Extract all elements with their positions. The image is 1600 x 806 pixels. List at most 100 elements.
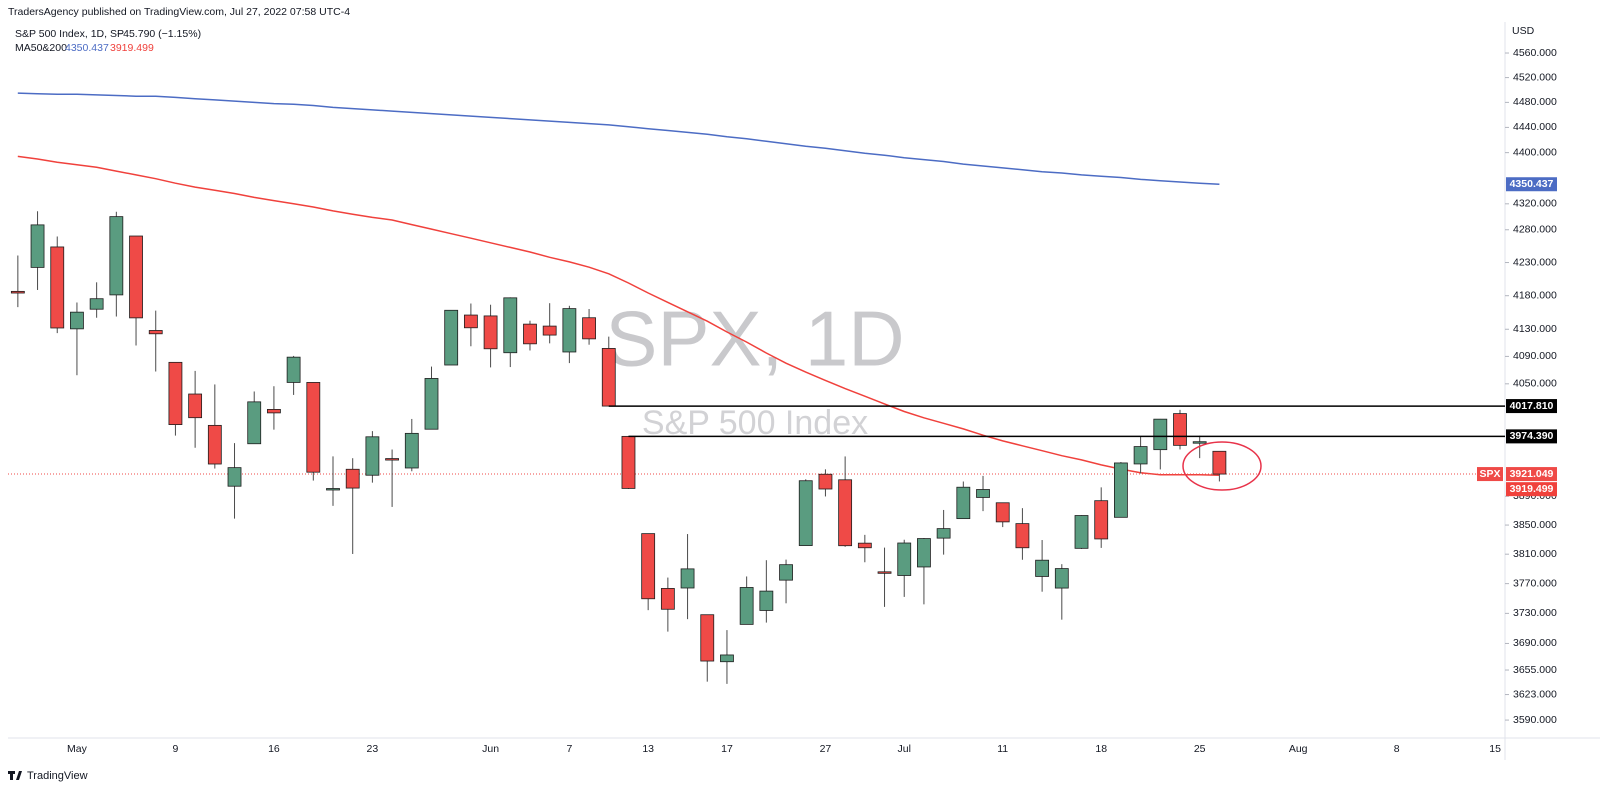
candle-body [621,435,636,489]
candle-body [680,568,695,589]
y-tick-label: 4560.000 [1513,47,1557,59]
x-tick-label: 27 [820,743,832,755]
candle-body [227,467,242,487]
candle-body [207,424,222,465]
candle-body [247,401,262,445]
candle-body [188,393,203,419]
candle-body [582,317,596,340]
indicator-value: 4350.437 [65,42,109,54]
level-tag [1506,399,1557,414]
candle-body [424,378,439,430]
y-tick-label: 4180.000 [1513,289,1557,301]
x-tick-label: 25 [1194,743,1206,755]
y-tick-label: 4280.000 [1513,224,1557,236]
candle-body [542,325,557,336]
moving-average-line [17,155,1220,476]
candle-body [720,654,734,663]
candle-body [10,290,25,294]
candle-body [365,436,380,476]
candle-body [1153,418,1168,451]
candle-body [956,486,971,520]
y-tick-label: 4480.000 [1513,96,1557,108]
candle-body [976,489,990,498]
candle-body [1074,515,1089,549]
candle-body [1054,568,1069,589]
x-tick-label: 9 [173,743,179,755]
ma-price-tag [1506,482,1557,497]
legend-title: S&P 500 Index, 1D, SP [15,28,124,40]
y-tick-label: 4320.000 [1513,198,1557,210]
close-price-tag-label: 3921.049 [1510,468,1554,480]
moving-average-line [17,92,1220,185]
candle-body [917,538,931,568]
candle-body [1133,446,1148,465]
level-tag [1506,429,1557,444]
candle-body [129,235,143,319]
candle-body [779,564,793,581]
candle-body [404,432,419,469]
candle-body [1173,413,1187,446]
x-tick-label: 13 [642,743,654,755]
candle-body [995,502,1010,523]
y-tick-label: 4520.000 [1513,71,1557,83]
candle-body [267,409,281,414]
y-tick-label: 4090.000 [1513,350,1557,362]
candle-body [641,533,656,600]
candle-body [857,542,872,549]
x-tick-label: May [67,743,88,755]
y-tick-label: 4440.000 [1513,121,1557,133]
y-tick-label: 3730.000 [1513,607,1557,619]
y-tick-label: 3590.000 [1513,714,1557,726]
x-tick-label: 11 [997,743,1008,755]
y-tick-label: 3810.000 [1513,548,1557,560]
candle-body [306,382,321,473]
brand-name: TradingView [27,770,88,782]
candle-body [601,348,616,407]
candle-body [70,311,84,330]
x-tick-label: Jun [482,743,499,755]
candle-body [168,361,183,426]
candle-body [818,473,833,490]
x-tick-label: 16 [268,743,280,755]
candle-body [700,614,715,662]
y-tick-label: 3770.000 [1513,577,1557,589]
y-tick-label: 4230.000 [1513,256,1557,268]
candle-body [897,542,912,576]
x-tick-label: 23 [367,743,379,755]
indicator-value: 3919.499 [110,42,154,54]
candle-body [483,315,498,350]
indicator-name: MA50&200 [15,42,67,54]
candle-body [739,587,754,625]
candle-body [1094,500,1109,540]
candle-body [50,246,65,329]
candle-body [463,314,478,329]
candle-body [1015,523,1030,549]
candle-body [148,330,163,335]
highlight-circle [1182,441,1262,491]
candle-body [562,308,577,353]
candle-body [503,297,518,354]
x-tick-label: 18 [1095,743,1107,755]
candle-body [385,458,399,461]
candle-body [1035,559,1050,577]
x-tick-label: Aug [1289,743,1308,755]
y-tick-label: 3690.000 [1513,637,1557,649]
y-tick-label: 3623.000 [1513,688,1557,700]
candle-body [345,468,360,489]
x-tick-label: 17 [721,743,733,755]
candle-body [877,571,892,574]
level-tag-label: 4017.810 [1510,400,1554,412]
x-tick-label: 7 [566,743,572,755]
candle-body [798,480,813,546]
candle-body [838,479,853,547]
publisher-line: TradersAgency published on TradingView.c… [8,6,350,18]
ma-price-tag-label: 3919.499 [1510,483,1554,495]
y-tick-label: 4050.000 [1513,378,1557,390]
x-tick-label: 8 [1394,743,1400,755]
candle-body [936,528,951,539]
plot-area: 4560.000 4520.000 4480.000 4440.000 4400.000… [8,47,1557,755]
candle-body [523,323,537,345]
legend-change: −45.790 (−1.15%) [117,28,201,40]
symbol-tag-label: SPX [1479,468,1500,480]
